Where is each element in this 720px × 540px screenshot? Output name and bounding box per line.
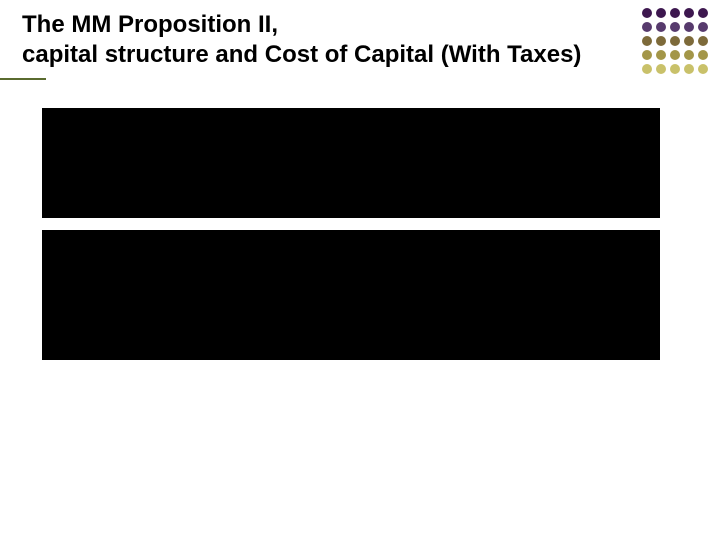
dot-icon (698, 50, 708, 60)
title-area: The MM Proposition II, capital structure… (22, 10, 692, 70)
dot-icon (656, 36, 666, 46)
dot-icon (656, 64, 666, 74)
dot-icon (684, 36, 694, 46)
dot-icon (656, 22, 666, 32)
dot-icon (698, 22, 708, 32)
dot-icon (684, 8, 694, 18)
title-line-2: capital structure and Cost of Capital (W… (22, 40, 692, 70)
content-panel-top (42, 108, 660, 218)
dot-icon (656, 8, 666, 18)
dot-icon (670, 50, 680, 60)
dot-icon (698, 8, 708, 18)
dot-icon (684, 50, 694, 60)
dot-icon (656, 50, 666, 60)
dot-icon (684, 22, 694, 32)
dot-icon (670, 22, 680, 32)
dot-icon (642, 36, 652, 46)
dot-icon (642, 64, 652, 74)
dot-icon (670, 64, 680, 74)
dot-icon (684, 64, 694, 74)
title-line-1: The MM Proposition II, (22, 10, 692, 40)
dot-icon (642, 8, 652, 18)
dot-icon (642, 50, 652, 60)
decorative-dot-grid (642, 8, 708, 74)
dot-icon (670, 8, 680, 18)
dot-icon (670, 36, 680, 46)
content-panel-bottom (42, 230, 660, 360)
dot-icon (698, 64, 708, 74)
dot-icon (642, 22, 652, 32)
accent-bar (0, 78, 46, 80)
dot-icon (698, 36, 708, 46)
